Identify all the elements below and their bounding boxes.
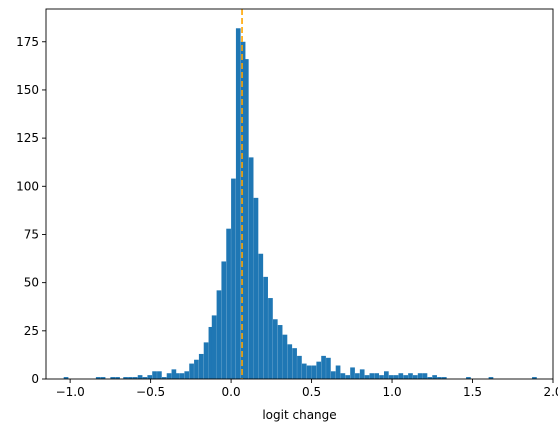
- histogram-bar: [292, 348, 297, 379]
- y-tick-label: 50: [24, 276, 39, 290]
- x-tick-label: 0.5: [302, 385, 321, 399]
- histogram-bar: [142, 377, 148, 379]
- histogram-bar: [179, 373, 185, 379]
- y-tick-label: 100: [16, 179, 39, 193]
- histogram-bar: [253, 197, 259, 379]
- histogram-bar: [258, 253, 264, 379]
- x-tick-label: −0.5: [136, 385, 165, 399]
- histogram-bar: [398, 373, 404, 379]
- histogram-bar: [466, 377, 471, 379]
- histogram-bar: [166, 373, 172, 379]
- y-axis-ticks: 0 25 50 75 100 125 150 175: [16, 35, 46, 386]
- x-axis-label: logit change: [262, 408, 336, 422]
- histogram-bar: [263, 276, 268, 379]
- histogram-bar: [110, 377, 116, 379]
- histogram-bar: [211, 315, 217, 379]
- histogram-bar: [388, 375, 394, 379]
- histogram-bar: [115, 377, 120, 379]
- histogram-bar: [306, 365, 312, 379]
- histogram-bar: [100, 377, 106, 379]
- histogram-bar: [359, 369, 365, 379]
- histogram-bar: [422, 373, 428, 379]
- histogram-bar: [417, 373, 423, 379]
- histogram-bar: [374, 373, 380, 379]
- histogram-bar: [384, 371, 389, 379]
- histogram-bar: [282, 334, 288, 379]
- histogram-bar: [408, 373, 413, 379]
- y-tick-label: 25: [24, 324, 39, 338]
- histogram-bar: [189, 363, 194, 379]
- histogram-bar: [287, 344, 293, 379]
- histogram-bar: [437, 377, 442, 379]
- histogram-bar: [412, 375, 418, 379]
- histogram-bar: [355, 373, 360, 379]
- x-tick-label: 1.0: [383, 385, 402, 399]
- histogram-bar: [63, 377, 69, 379]
- histogram-bar: [243, 59, 249, 380]
- histogram-bar: [231, 178, 236, 379]
- histogram-bar: [147, 375, 153, 379]
- histogram-bar: [157, 371, 162, 379]
- histogram-bar: [240, 41, 246, 380]
- histogram-bar: [277, 325, 283, 379]
- histogram-bar: [321, 355, 326, 379]
- histogram-bar: [311, 365, 317, 379]
- histogram-bar: [297, 355, 302, 379]
- histogram-bar: [128, 377, 133, 379]
- histogram-bar: [335, 365, 341, 379]
- histogram-bar: [123, 377, 128, 379]
- y-tick-label: 75: [24, 227, 39, 241]
- y-tick-label: 125: [16, 131, 39, 145]
- x-tick-label: 1.5: [463, 385, 482, 399]
- histogram-bar: [226, 228, 231, 379]
- histogram-bar: [137, 375, 143, 379]
- histogram-bar: [403, 375, 408, 379]
- histogram-bar: [488, 377, 494, 379]
- histogram-bar: [427, 377, 433, 379]
- histogram-bar: [272, 319, 278, 379]
- y-tick-label: 0: [31, 372, 39, 386]
- histogram-bars: [63, 28, 537, 380]
- histogram-bar: [326, 357, 331, 379]
- x-tick-label: 2.0: [543, 385, 558, 399]
- histogram-bar: [345, 375, 351, 379]
- histogram-bar: [316, 361, 322, 379]
- histogram-bar: [132, 377, 138, 379]
- histogram-bar: [532, 377, 537, 379]
- histogram-bar: [216, 290, 222, 379]
- histogram-bar: [198, 353, 204, 379]
- histogram-bar: [441, 377, 447, 379]
- histogram-bar: [174, 373, 180, 379]
- histogram-bar: [161, 377, 167, 379]
- y-tick-label: 175: [16, 35, 39, 49]
- histogram-bar: [203, 342, 209, 379]
- histogram-bar: [171, 369, 177, 379]
- histogram-bar: [235, 28, 241, 379]
- x-tick-label: 0.0: [222, 385, 241, 399]
- histogram-bar: [268, 298, 273, 379]
- histogram-bar: [364, 375, 370, 379]
- histogram-bar: [369, 373, 375, 379]
- y-tick-label: 150: [16, 83, 39, 97]
- histogram-bar: [208, 326, 214, 379]
- histogram-bar: [95, 377, 101, 379]
- histogram-bar: [194, 359, 199, 379]
- histogram-bar: [393, 375, 399, 379]
- histogram-bar: [379, 375, 384, 379]
- histogram-bar: [184, 371, 190, 379]
- histogram-bar: [248, 157, 254, 379]
- axes-frame: [45, 8, 554, 380]
- histogram-bar: [330, 371, 336, 379]
- histogram-bar: [301, 363, 307, 379]
- histogram-bar: [152, 371, 157, 379]
- x-axis-ticks: −1.0 −0.5 0.0 0.5 1.0 1.5 2.0: [56, 379, 558, 399]
- histogram-bar: [432, 375, 437, 379]
- histogram-bar: [340, 373, 346, 379]
- histogram-bar: [350, 367, 355, 379]
- histogram-bar: [221, 261, 227, 379]
- x-tick-label: −1.0: [56, 385, 85, 399]
